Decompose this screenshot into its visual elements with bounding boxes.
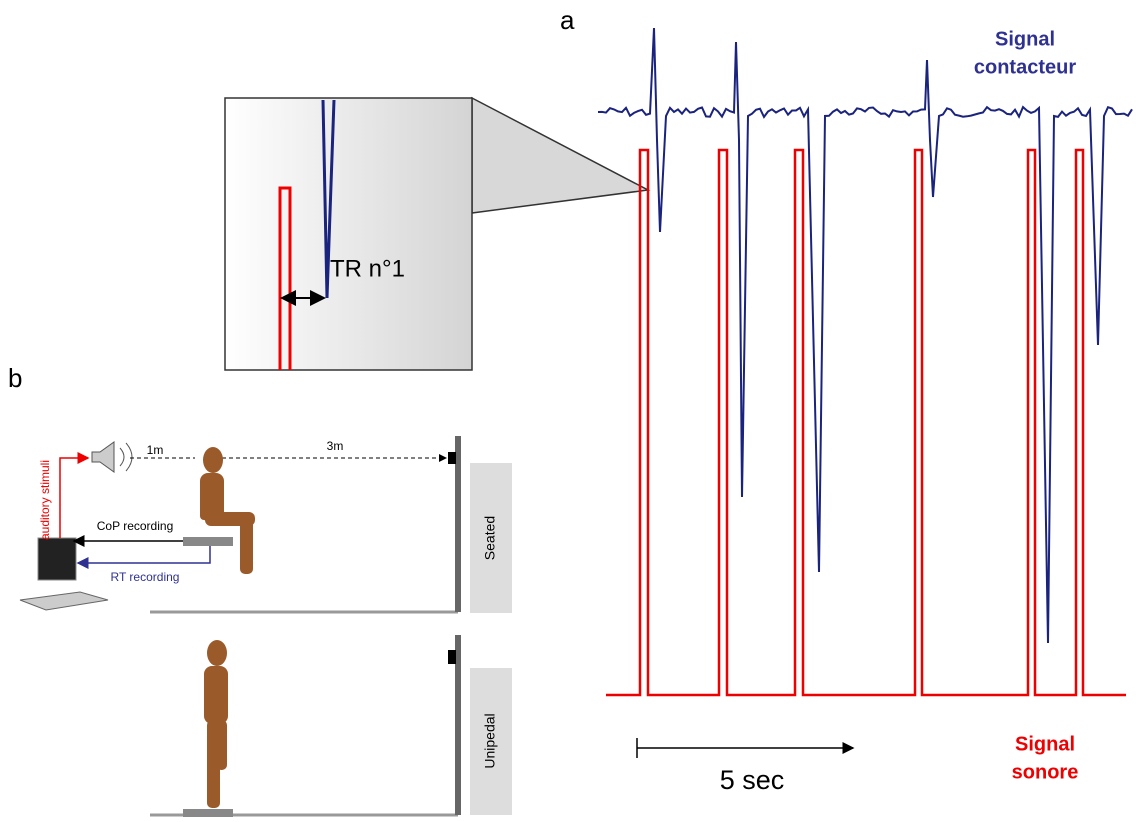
signal-label: Signal	[1015, 733, 1075, 755]
cop-label: CoP recording	[97, 519, 174, 533]
signal-label: Signal	[995, 28, 1055, 50]
zoom-blue	[321, 99, 336, 299]
zoom-label: TR n°1	[330, 255, 405, 282]
panel-label: a	[560, 5, 575, 35]
rt-label: RT recording	[111, 570, 180, 584]
condition-box	[470, 668, 512, 815]
scale-label: 5 sec	[720, 765, 785, 795]
callout	[471, 96, 651, 214]
force-plate	[183, 537, 233, 546]
force-plate	[183, 809, 233, 817]
condition-label: Unipedal	[482, 713, 498, 768]
wall	[455, 635, 461, 815]
wall	[455, 436, 461, 612]
stim-label: auditory stimuli	[38, 460, 52, 540]
condition-label: Seated	[482, 516, 498, 560]
person-seated	[200, 447, 255, 574]
condition-box	[470, 463, 512, 613]
distance: 1m	[147, 443, 164, 457]
speaker	[91, 441, 115, 473]
signal-label: sonore	[1012, 761, 1079, 783]
distance: 3m	[327, 439, 344, 453]
speaker-waves	[119, 442, 133, 472]
panel-label: b	[8, 363, 22, 393]
contact-signal	[597, 27, 1133, 644]
zoom-red	[278, 186, 292, 370]
rt-line	[76, 546, 211, 569]
stim-line	[59, 452, 90, 538]
sound-signal	[606, 148, 1126, 697]
signal-label: contacteur	[974, 56, 1076, 78]
target	[448, 452, 456, 464]
person-standing	[204, 640, 228, 808]
zoom-box	[224, 97, 473, 371]
target	[448, 650, 456, 664]
keyboard	[19, 591, 109, 611]
monitor	[37, 537, 77, 581]
